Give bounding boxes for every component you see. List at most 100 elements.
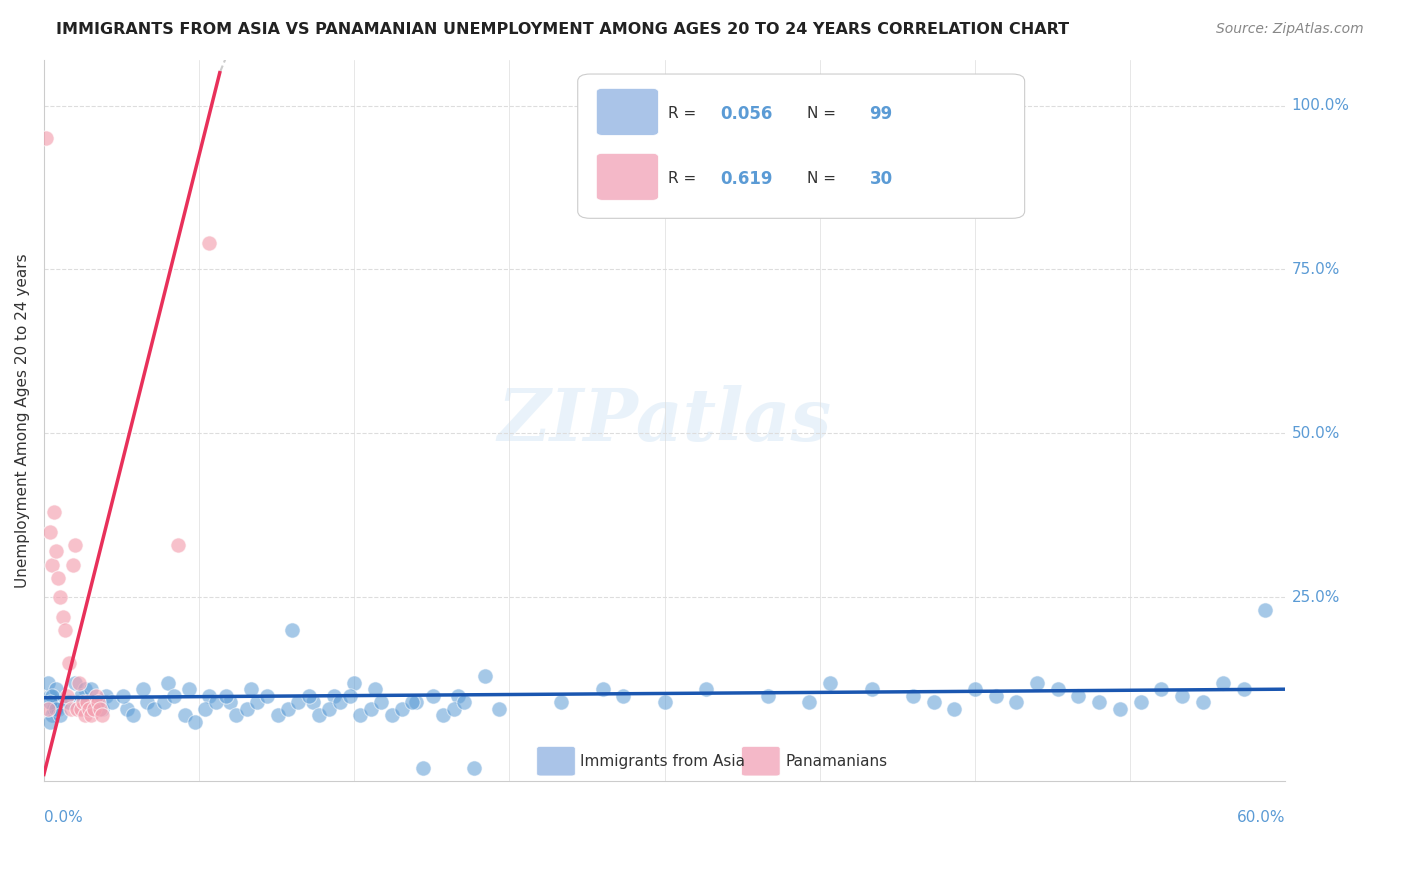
- Point: [63, 675, 86, 690]
- Text: 100.0%: 100.0%: [1292, 98, 1350, 113]
- Point: [66, 702, 89, 716]
- Point: [1253, 603, 1275, 617]
- Text: 60.0%: 60.0%: [1237, 810, 1285, 825]
- Point: [111, 689, 134, 703]
- Point: [198, 689, 221, 703]
- Point: [83, 702, 105, 716]
- Text: 30: 30: [869, 169, 893, 187]
- Point: [63, 538, 86, 552]
- Point: [756, 689, 779, 703]
- Text: ZIPatlas: ZIPatlas: [498, 384, 832, 456]
- Point: [339, 689, 361, 703]
- Point: [70, 689, 93, 703]
- Point: [695, 682, 717, 697]
- Point: [167, 538, 190, 552]
- Point: [298, 689, 321, 703]
- Point: [277, 702, 299, 716]
- Point: [194, 702, 217, 716]
- Point: [51, 610, 73, 624]
- Point: [58, 695, 80, 709]
- Point: [1212, 675, 1234, 690]
- Text: 99: 99: [869, 104, 893, 123]
- Point: [184, 714, 207, 729]
- Point: [1233, 682, 1256, 697]
- Point: [318, 702, 340, 716]
- Point: [70, 702, 93, 716]
- Point: [256, 689, 278, 703]
- Point: [380, 708, 402, 723]
- Point: [177, 682, 200, 697]
- Text: Immigrants from Asia: Immigrants from Asia: [581, 754, 745, 769]
- Point: [267, 708, 290, 723]
- Point: [62, 558, 84, 572]
- FancyBboxPatch shape: [596, 153, 658, 201]
- Point: [329, 695, 352, 709]
- Point: [67, 675, 90, 690]
- Point: [901, 689, 924, 703]
- Point: [370, 695, 392, 709]
- Text: 0.056: 0.056: [720, 104, 773, 123]
- Point: [343, 675, 366, 690]
- Point: [90, 708, 112, 723]
- Point: [157, 675, 180, 690]
- Point: [86, 695, 108, 709]
- Point: [45, 682, 67, 697]
- FancyBboxPatch shape: [578, 74, 1025, 219]
- Point: [84, 695, 107, 709]
- Point: [922, 695, 945, 709]
- Point: [1108, 702, 1130, 716]
- Point: [198, 236, 221, 251]
- Text: R =: R =: [668, 171, 706, 186]
- Point: [308, 708, 330, 723]
- Point: [474, 669, 496, 683]
- Point: [235, 702, 257, 716]
- Point: [219, 695, 242, 709]
- Point: [943, 702, 966, 716]
- Point: [405, 695, 427, 709]
- Point: [799, 695, 821, 709]
- Point: [153, 695, 176, 709]
- Point: [1088, 695, 1111, 709]
- Point: [391, 702, 413, 716]
- FancyBboxPatch shape: [596, 88, 658, 136]
- Point: [132, 682, 155, 697]
- Point: [35, 131, 58, 145]
- Point: [447, 689, 470, 703]
- Point: [488, 702, 510, 716]
- Point: [79, 702, 101, 716]
- Point: [90, 702, 112, 716]
- Point: [281, 623, 304, 637]
- Point: [1129, 695, 1152, 709]
- Point: [94, 689, 117, 703]
- Point: [163, 689, 186, 703]
- Point: [432, 708, 454, 723]
- Point: [45, 702, 67, 716]
- Point: [101, 695, 124, 709]
- Point: [39, 689, 62, 703]
- Point: [463, 761, 485, 775]
- Point: [39, 714, 62, 729]
- Point: [142, 702, 165, 716]
- Text: Panamanians: Panamanians: [785, 754, 887, 769]
- Point: [48, 702, 70, 716]
- Point: [550, 695, 572, 709]
- Point: [173, 708, 195, 723]
- Point: [48, 571, 70, 585]
- Y-axis label: Unemployment Among Ages 20 to 24 years: Unemployment Among Ages 20 to 24 years: [15, 253, 30, 588]
- Point: [39, 695, 62, 709]
- Text: N =: N =: [807, 171, 841, 186]
- Point: [225, 708, 247, 723]
- Point: [115, 702, 138, 716]
- Text: IMMIGRANTS FROM ASIA VS PANAMANIAN UNEMPLOYMENT AMONG AGES 20 TO 24 YEARS CORREL: IMMIGRANTS FROM ASIA VS PANAMANIAN UNEMP…: [56, 22, 1070, 37]
- Text: 25.0%: 25.0%: [1292, 590, 1340, 605]
- Point: [59, 702, 82, 716]
- Point: [58, 656, 80, 670]
- Point: [302, 695, 325, 709]
- Text: 50.0%: 50.0%: [1292, 425, 1340, 441]
- Point: [49, 591, 72, 605]
- Point: [80, 682, 103, 697]
- Point: [453, 695, 475, 709]
- Point: [1191, 695, 1213, 709]
- Point: [412, 761, 434, 775]
- Point: [37, 675, 59, 690]
